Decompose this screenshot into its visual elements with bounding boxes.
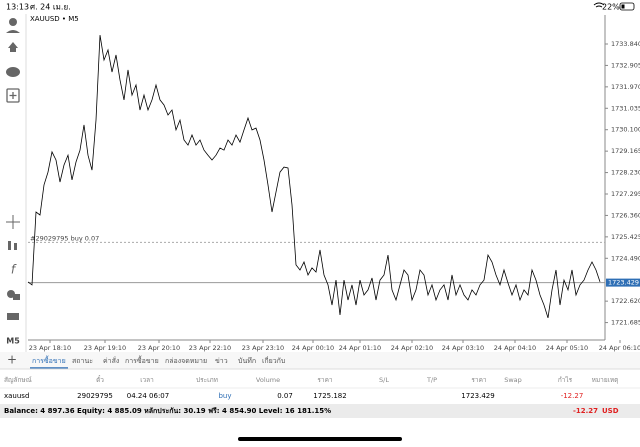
cell-symbol[interactable]: xauusd: [4, 392, 29, 400]
x-tick-label: 24 Apr 00:10: [292, 344, 334, 352]
battery-percent: 22%: [602, 3, 620, 12]
column-header: ราคา: [471, 376, 486, 384]
price-label: 1723.429: [608, 279, 639, 287]
left-toolbar: f: [6, 18, 20, 320]
x-tick-label: 24 Apr 05:10: [546, 344, 588, 352]
y-tick-label: 1733.840: [611, 40, 640, 48]
column-header: ประเภท: [196, 376, 218, 384]
tab[interactable]: เกี่ยวกับ: [262, 356, 285, 365]
y-tick-label: 1721.685: [611, 319, 640, 327]
y-tick-label: 1725.425: [611, 233, 640, 241]
new-chart-icon[interactable]: [6, 88, 20, 103]
crosshair-icon[interactable]: [6, 215, 20, 229]
column-header: เวลา: [140, 376, 154, 384]
template-icon[interactable]: [7, 313, 19, 320]
y-tick-label: 1729.165: [611, 147, 640, 155]
x-tick-label: 23 Apr 23:10: [242, 344, 284, 352]
chart-title: XAUUSD • M5: [30, 15, 79, 23]
column-header: ตั๋ว: [96, 375, 104, 384]
cell-open-price[interactable]: 1725.182: [313, 392, 346, 400]
objects-icon-2: [13, 294, 20, 300]
battery-icon: [619, 2, 635, 11]
candle-icon[interactable]: [8, 241, 11, 250]
plot: 1733.840 1732.905 1731.970 1731.035 1730.100…: [27, 15, 640, 352]
trade-icon[interactable]: [8, 42, 18, 52]
column-header: S/L: [379, 376, 389, 384]
indicator-icon[interactable]: f: [11, 263, 17, 277]
cell-volume[interactable]: 0.07: [277, 392, 293, 400]
tab[interactable]: สถานะ: [72, 357, 93, 365]
summary-currency: USD: [602, 407, 619, 415]
x-tick-label: 23 Apr 18:10: [29, 344, 71, 352]
y-tick-label: 1728.230: [611, 169, 640, 177]
y-tick-label: 1727.295: [611, 190, 640, 198]
x-tick-label: 23 Apr 19:10: [84, 344, 126, 352]
price-label-box: [606, 278, 640, 287]
timeframe-button[interactable]: M5: [6, 337, 20, 346]
candle-icon-2: [14, 243, 17, 250]
x-tick-label: 24 Apr 01:10: [339, 344, 381, 352]
column-header: หมายเหตุ: [592, 376, 619, 384]
tabs: การซื้อขาย สถานะ ค่าสั่ง การซื้อขาย กล่องจดห…: [30, 354, 285, 369]
tab[interactable]: กล่องจดหมาย: [165, 357, 207, 365]
summary-profit: -12.27: [573, 407, 598, 415]
status-date: ศ. 24 เม.ย.: [30, 3, 71, 12]
column-header: สัญลักษณ์: [4, 376, 32, 384]
column-header: ราคา: [317, 376, 332, 384]
wifi-icon: [593, 2, 605, 8]
summary-bar: [0, 404, 640, 418]
x-tick-label: 23 Apr 20:10: [138, 344, 180, 352]
new-chart-plus: [9, 92, 17, 99]
y-tick-label: 1731.035: [611, 104, 640, 112]
column-header: Swap: [504, 376, 522, 384]
account-icon-body: [6, 30, 20, 33]
x-tick-label: 24 Apr 04:10: [494, 344, 536, 352]
column-header: กำไร: [558, 376, 573, 384]
cell-price[interactable]: 1723.429: [461, 392, 494, 400]
x-tick-label: 24 Apr 02:10: [391, 344, 433, 352]
y-tick-label: 1724.490: [611, 254, 640, 262]
cell-time[interactable]: 04.24 06:07: [127, 392, 169, 400]
y-tick-label: 1730.100: [611, 126, 640, 134]
summary-text: Balance: 4 897.36 Equity: 4 885.09 หลักป…: [4, 407, 331, 415]
chat-icon[interactable]: [6, 67, 20, 77]
y-tick-label: 1731.970: [611, 83, 640, 91]
tab[interactable]: ข่าว: [215, 357, 228, 365]
x-tick-label: 24 Apr 06:10: [599, 344, 640, 352]
column-header: Volume: [256, 376, 280, 384]
y-tick-label: 1726.360: [611, 211, 640, 219]
battery-level: [621, 4, 625, 9]
price-line-series: [27, 35, 601, 319]
tab-bar: [0, 352, 640, 369]
status-time: 13:13: [6, 3, 29, 12]
cell-profit[interactable]: -12.27: [561, 392, 584, 400]
tab[interactable]: บันทึก: [238, 356, 256, 365]
cell-ticket[interactable]: 29029795: [77, 392, 113, 400]
x-tick-label: 23 Apr 22:10: [189, 344, 231, 352]
tab[interactable]: การซื้อขาย: [32, 354, 66, 365]
column-header: T/P: [426, 376, 437, 384]
y-tick-label: 1732.905: [611, 61, 640, 69]
cell-type[interactable]: buy: [218, 392, 231, 400]
order-line-label: #29029795 buy 0.07: [30, 234, 99, 242]
tab[interactable]: การซื้อขาย: [125, 354, 159, 365]
table: สัญลักษณ์ ตั๋ว เวลา ประเภท Volume ราคา S/L T/P ร…: [0, 375, 640, 400]
add-button[interactable]: +: [7, 353, 17, 367]
y-tick-label: 1722.620: [611, 297, 640, 305]
account-icon[interactable]: [9, 18, 17, 26]
tab[interactable]: ค่าสั่ง: [103, 356, 119, 365]
x-tick-label: 24 Apr 03:10: [442, 344, 484, 352]
home-indicator: [238, 437, 402, 441]
